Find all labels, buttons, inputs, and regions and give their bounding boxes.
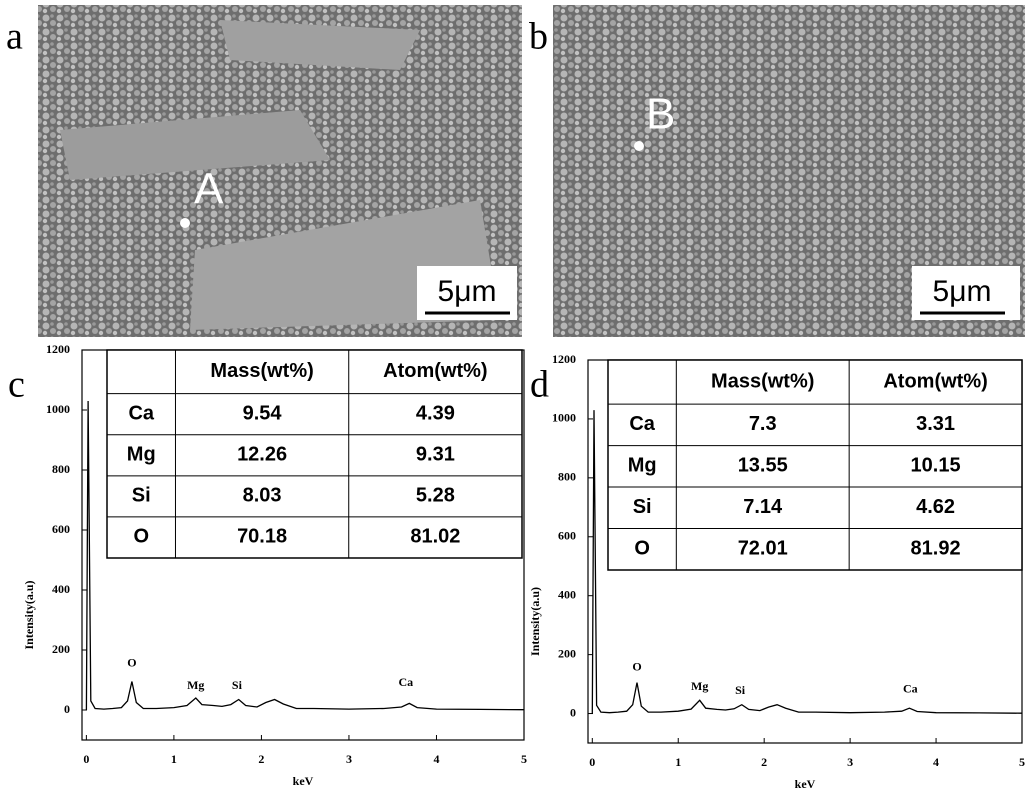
x-tick-label: 0 (83, 752, 89, 766)
panel-b: b B 5μm (529, 5, 1025, 337)
x-tick-label: 5 (1019, 755, 1025, 769)
spectrum-line (85, 400, 525, 711)
peak-label: Si (735, 683, 746, 697)
panel-label: c (8, 364, 25, 406)
panel-label: a (6, 16, 23, 58)
panel-label: d (530, 364, 549, 406)
peak-label: O (127, 655, 136, 669)
x-tick-label: 4 (433, 752, 439, 766)
x-tick-label: 2 (761, 755, 767, 769)
table-cell: 12.26 (237, 444, 287, 466)
x-tick-label: 2 (258, 752, 264, 766)
y-tick-label: 0 (570, 705, 576, 719)
table-cell: 8.03 (243, 485, 282, 507)
table-cell: 81.92 (911, 538, 961, 560)
peak-label: Mg (691, 679, 708, 693)
table-header: Mass(wt%) (711, 370, 814, 392)
y-tick-label: 0 (64, 702, 70, 716)
table-cell: Mg (628, 455, 657, 477)
y-tick-label: 400 (52, 582, 70, 596)
table-cell: 4.62 (916, 496, 955, 518)
panel-label: b (529, 16, 548, 58)
x-tick-label: 4 (933, 755, 939, 769)
x-tick-label: 1 (171, 752, 177, 766)
table-cell: Si (633, 496, 652, 518)
x-tick-label: 5 (521, 752, 527, 766)
scale-text: 5μm (438, 275, 497, 308)
table-cell: Mg (127, 444, 156, 466)
y-tick-label: 1200 (46, 342, 70, 356)
spectrum-chart: d 0 200 400 600 800 1000 1200 0 1 2 3 4 5 keV Intensity… (528, 352, 1025, 791)
smooth-region (60, 110, 330, 180)
point-label: A (194, 165, 224, 214)
scale-box (912, 266, 1020, 320)
table-cell: 3.31 (916, 413, 955, 435)
smooth-region (220, 20, 420, 70)
y-tick-label: 600 (558, 529, 576, 543)
table-cell: 9.31 (416, 444, 455, 466)
table-header: Mass(wt%) (210, 360, 313, 382)
y-tick-label: 800 (52, 462, 70, 476)
y-tick-label: 1000 (552, 411, 576, 425)
point-marker (180, 218, 190, 228)
spectrum-chart: c 0 200 400 600 800 1000 1200 0 1 2 3 4 5 keV Intensity… (8, 342, 527, 788)
table-cell: 7.14 (743, 496, 783, 518)
table-header: Atom(wt%) (383, 360, 487, 382)
y-tick-label: 800 (558, 470, 576, 484)
table-frame (106, 349, 523, 559)
peak-label: Ca (903, 682, 918, 696)
table-cell: 9.54 (243, 403, 283, 425)
x-axis-label: keV (795, 777, 816, 791)
peak-label: Mg (187, 678, 204, 692)
table-cell: O (133, 526, 149, 548)
scale-box (417, 266, 517, 320)
table-cell: O (634, 538, 650, 560)
table-header: Atom(wt%) (883, 370, 987, 392)
table-cell: 72.01 (738, 538, 788, 560)
table-cell: 13.55 (738, 455, 788, 477)
point-label: B (646, 90, 675, 139)
y-axis-label: Intensity(a.u) (22, 580, 36, 649)
peak-label: O (632, 660, 641, 674)
table-cell: Ca (629, 413, 655, 435)
y-tick-label: 1200 (552, 352, 576, 366)
y-tick-label: 1000 (46, 402, 70, 416)
table-frame (607, 359, 1023, 571)
y-tick-label: 200 (558, 646, 576, 660)
y-tick-label: 600 (52, 522, 70, 536)
x-tick-label: 3 (847, 755, 853, 769)
x-tick-label: 0 (589, 755, 595, 769)
x-tick-label: 1 (675, 755, 681, 769)
peak-label: Ca (399, 675, 414, 689)
scale-text: 5μm (933, 275, 992, 308)
x-tick-label: 3 (346, 752, 352, 766)
y-tick-label: 400 (558, 587, 576, 601)
table-cell: 70.18 (237, 526, 287, 548)
table-cell: Si (132, 485, 151, 507)
x-axis-label: keV (293, 774, 314, 788)
table-cell: 7.3 (749, 413, 777, 435)
table-cell: Ca (128, 403, 154, 425)
table-cell: 5.28 (416, 485, 455, 507)
table-cell: 10.15 (911, 455, 961, 477)
peak-label: Si (232, 678, 243, 692)
point-marker (634, 141, 644, 151)
spectrum-line (591, 410, 1023, 714)
y-axis-label: Intensity(a.u) (528, 587, 542, 656)
table-cell: 81.02 (410, 526, 460, 548)
table-cell: 4.39 (416, 403, 455, 425)
y-tick-label: 200 (52, 642, 70, 656)
panel-a: a A 5μm (6, 5, 522, 337)
